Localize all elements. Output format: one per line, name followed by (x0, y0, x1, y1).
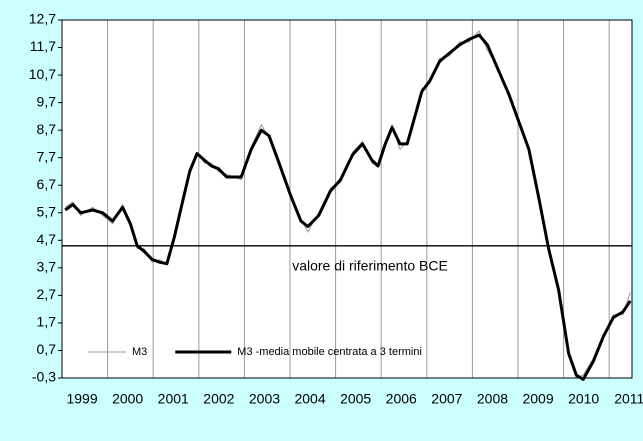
x-tick-label: 2010 (568, 391, 599, 407)
labels: -0,3 0,7 1,7 2,7 3,7 4,7 5,7 6,7 7,7 8,7 9,7 10,7 11… (29, 11, 643, 407)
y-tick-label: 4,7 (37, 231, 57, 247)
x-tick-label: 2003 (249, 391, 280, 407)
y-tick-label: 1,7 (37, 314, 57, 330)
x-tick-label: 2001 (158, 391, 189, 407)
series-line (64, 33, 632, 381)
y-tick-label: 9,7 (37, 93, 57, 109)
grid (58, 19, 610, 379)
x-tick-label: 1999 (66, 391, 97, 407)
marks (62, 30, 632, 381)
x-tick-label: 2002 (203, 391, 234, 407)
y-tick-label: 7,7 (37, 148, 57, 164)
y-tick-label: 0,7 (37, 341, 57, 357)
y-tick-label: -0,3 (32, 369, 56, 385)
y-tick-label: 5,7 (37, 203, 57, 219)
x-tick-label: 2006 (386, 391, 417, 407)
x-tick-label: 2008 (477, 391, 508, 407)
x-tick-label: 2004 (294, 391, 325, 407)
y-tick-label: 12,7 (29, 11, 56, 27)
legend-label: M3 (132, 346, 147, 358)
plot-area (62, 20, 632, 378)
y-tick-label: 6,7 (37, 176, 57, 192)
x-tick-label: 2005 (340, 391, 371, 407)
x-tick-label: 2000 (112, 391, 143, 407)
x-tick-label: 2009 (522, 391, 553, 407)
y-tick-label: 10,7 (29, 66, 56, 82)
y-tick-label: 3,7 (37, 259, 57, 275)
y-tick-label: 11,7 (30, 38, 56, 54)
x-tick-label: 2007 (431, 391, 462, 407)
y-tick-label: 8,7 (37, 121, 57, 137)
y-tick-label: 2,7 (37, 286, 57, 302)
legend-label: M3 -media mobile centrata a 3 termini (237, 346, 422, 358)
plot-border (61, 19, 633, 379)
reference-label: valore di riferimento BCE (292, 258, 448, 274)
x-tick-label: 2011 (614, 391, 643, 407)
